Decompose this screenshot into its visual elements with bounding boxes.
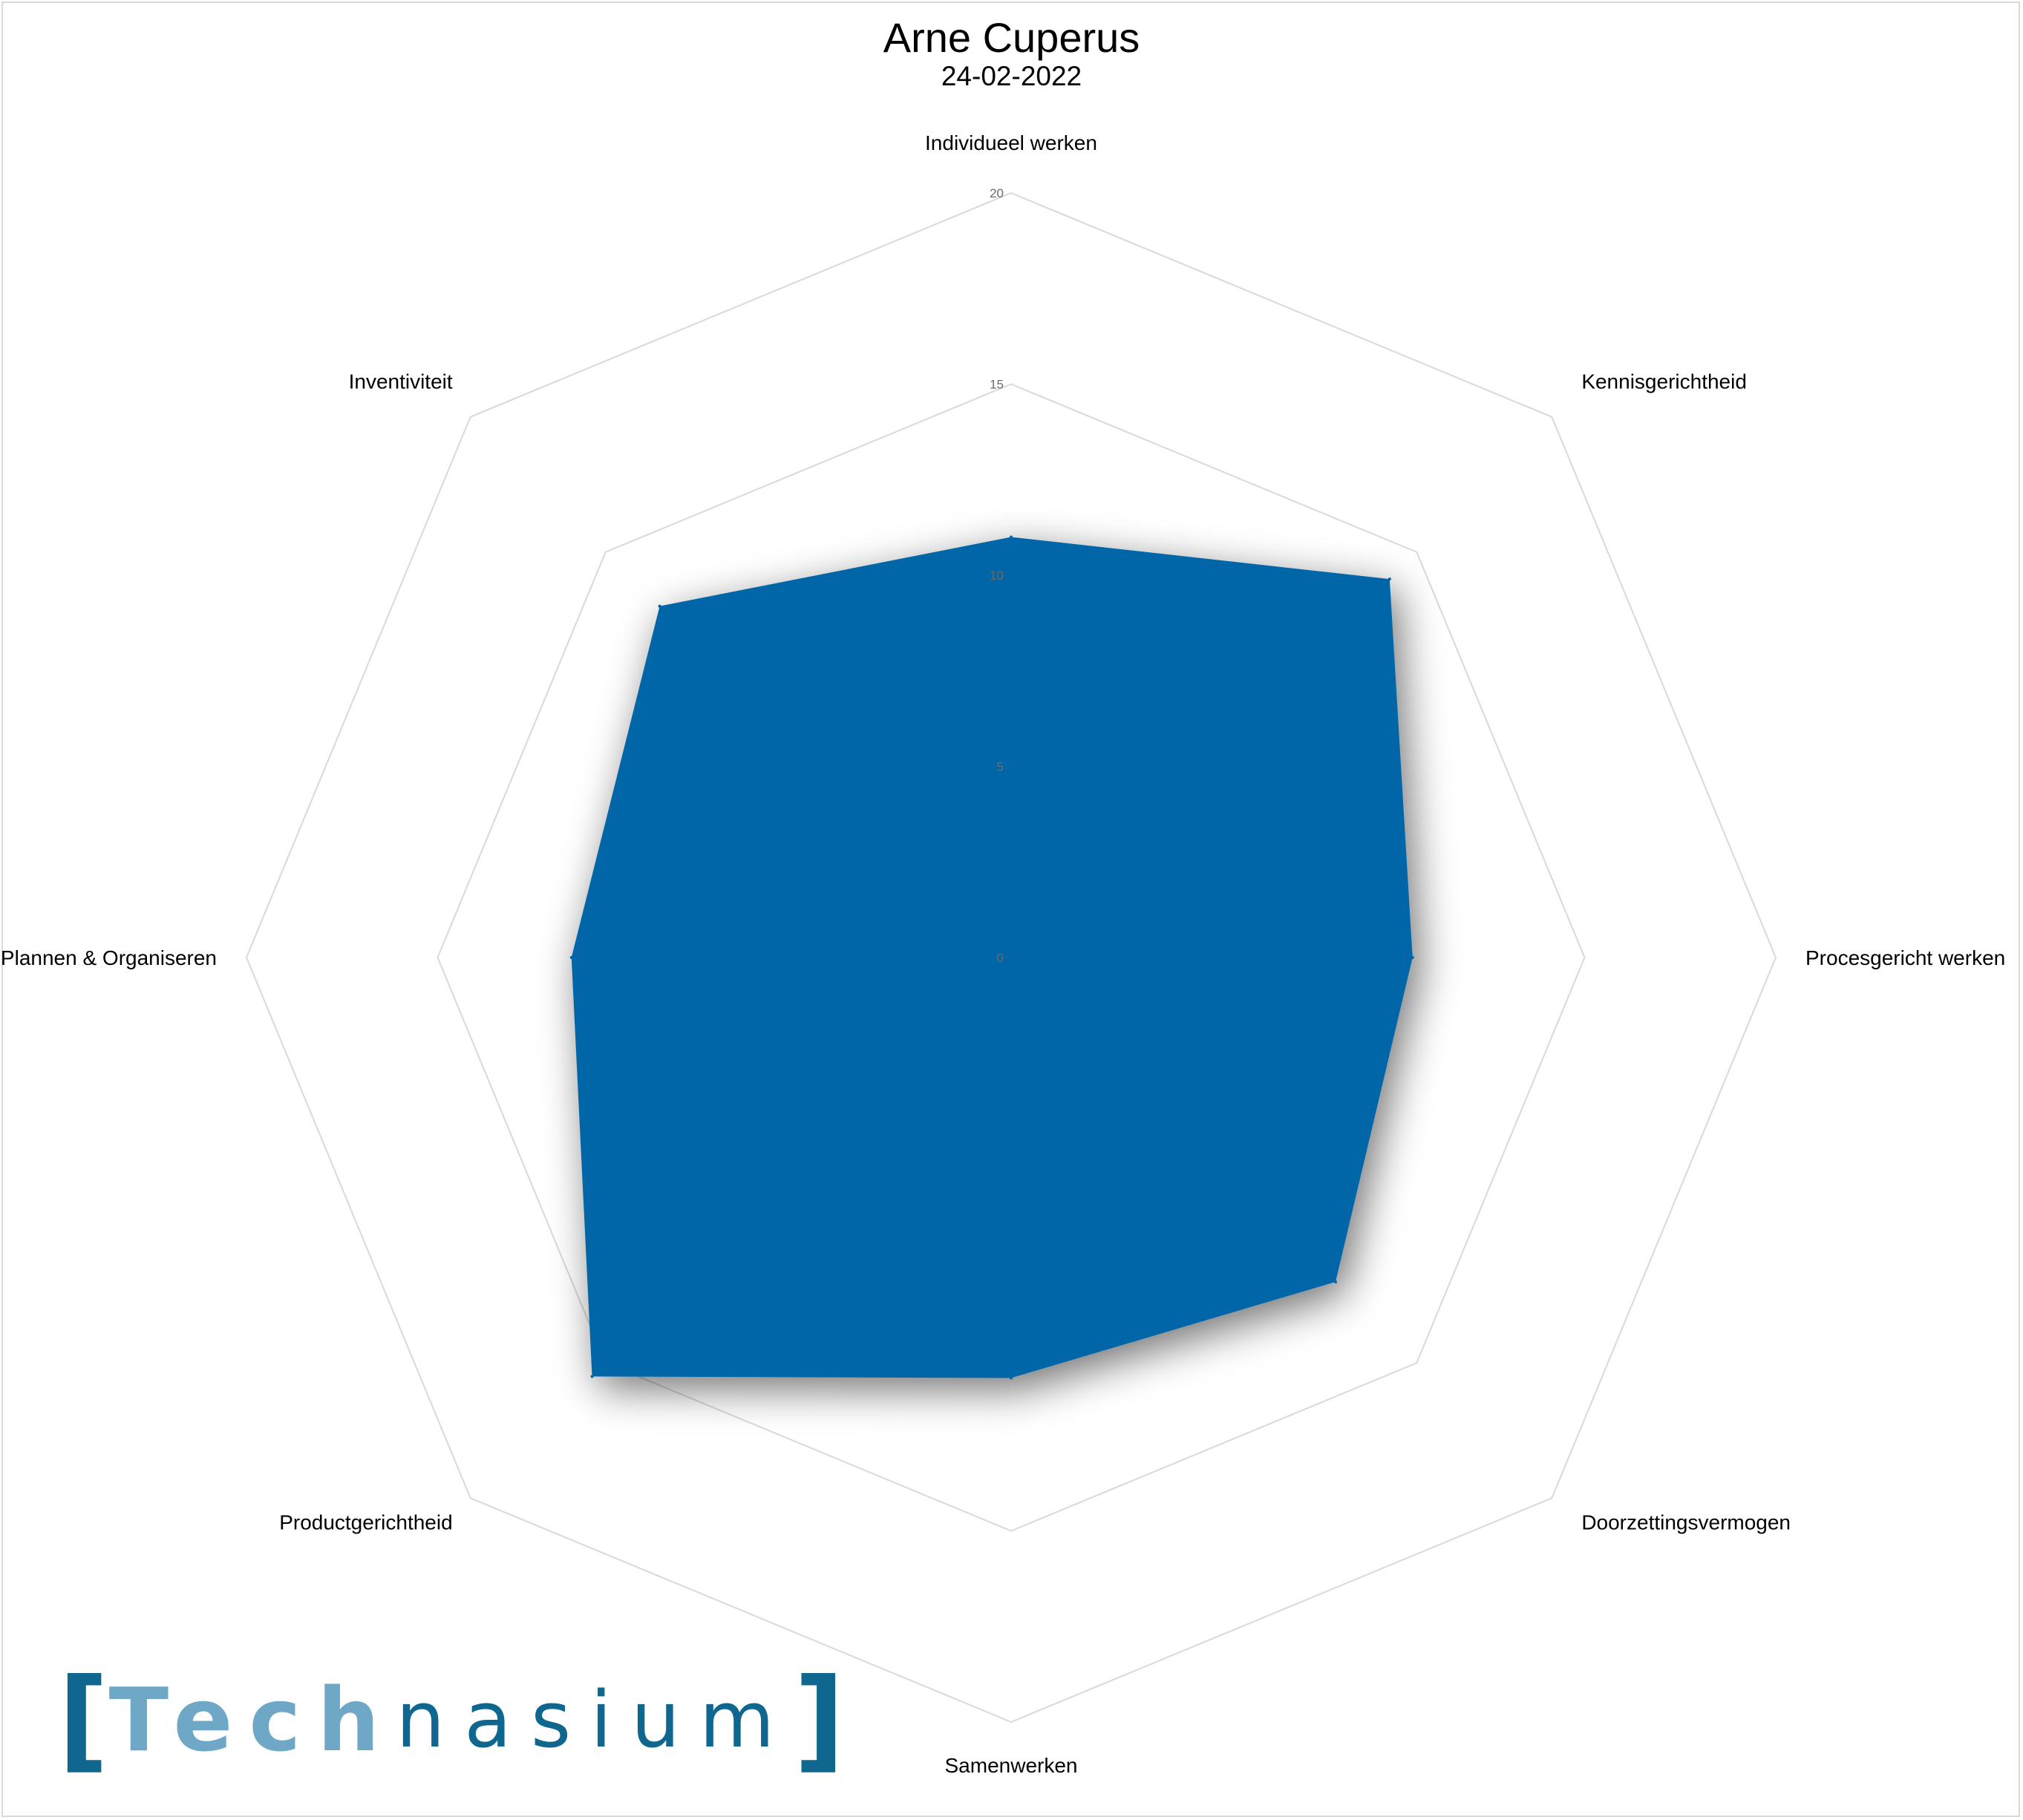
data-point bbox=[1333, 1280, 1337, 1283]
tick-label: 10 bbox=[990, 569, 1004, 583]
data-point bbox=[590, 1375, 594, 1378]
grid-ring bbox=[245, 192, 1777, 1724]
data-point bbox=[1010, 1376, 1013, 1380]
grid-ring bbox=[437, 383, 1586, 1532]
category-label: Productgerichtheid bbox=[279, 1510, 452, 1533]
radar-area-group bbox=[569, 535, 1414, 1380]
category-label: Procesgericht werken bbox=[1805, 946, 2005, 969]
category-label: Samenwerken bbox=[945, 1754, 1078, 1777]
technasium-logo: [Technasium] bbox=[58, 1664, 845, 1775]
category-label: Kennisgerichtheid bbox=[1581, 370, 1747, 393]
chart-subtitle: 24-02-2022 bbox=[941, 61, 1082, 91]
logo-text-tech: Tech bbox=[108, 1669, 396, 1771]
logo-bracket-close: ] bbox=[794, 1655, 845, 1784]
chart-title: Arne Cuperus bbox=[883, 14, 1140, 61]
logo-text-nasium: nasium bbox=[396, 1675, 794, 1765]
category-label: Individueel werken bbox=[925, 131, 1097, 154]
logo-bracket-open: [ bbox=[58, 1655, 109, 1784]
category-label: Doorzettingsvermogen bbox=[1581, 1510, 1791, 1533]
tick-label: 5 bbox=[997, 760, 1004, 774]
radar-area bbox=[571, 537, 1413, 1378]
tick-label: 15 bbox=[990, 378, 1004, 392]
category-label: Inventiviteit bbox=[349, 370, 453, 393]
data-point bbox=[1388, 577, 1391, 581]
data-point bbox=[658, 604, 661, 608]
radar-tick-labels: 0 5 10 15 20 bbox=[990, 186, 1004, 965]
category-label: Plannen & Organiseren bbox=[1, 946, 217, 969]
radar-axis-labels: Individueel werken Kennisgerichtheid Proce… bbox=[1, 131, 2005, 1777]
data-point bbox=[1411, 956, 1414, 959]
tick-label: 20 bbox=[990, 186, 1004, 200]
tick-label: 0 bbox=[997, 951, 1004, 965]
data-point bbox=[569, 956, 573, 959]
data-point bbox=[1010, 535, 1013, 539]
